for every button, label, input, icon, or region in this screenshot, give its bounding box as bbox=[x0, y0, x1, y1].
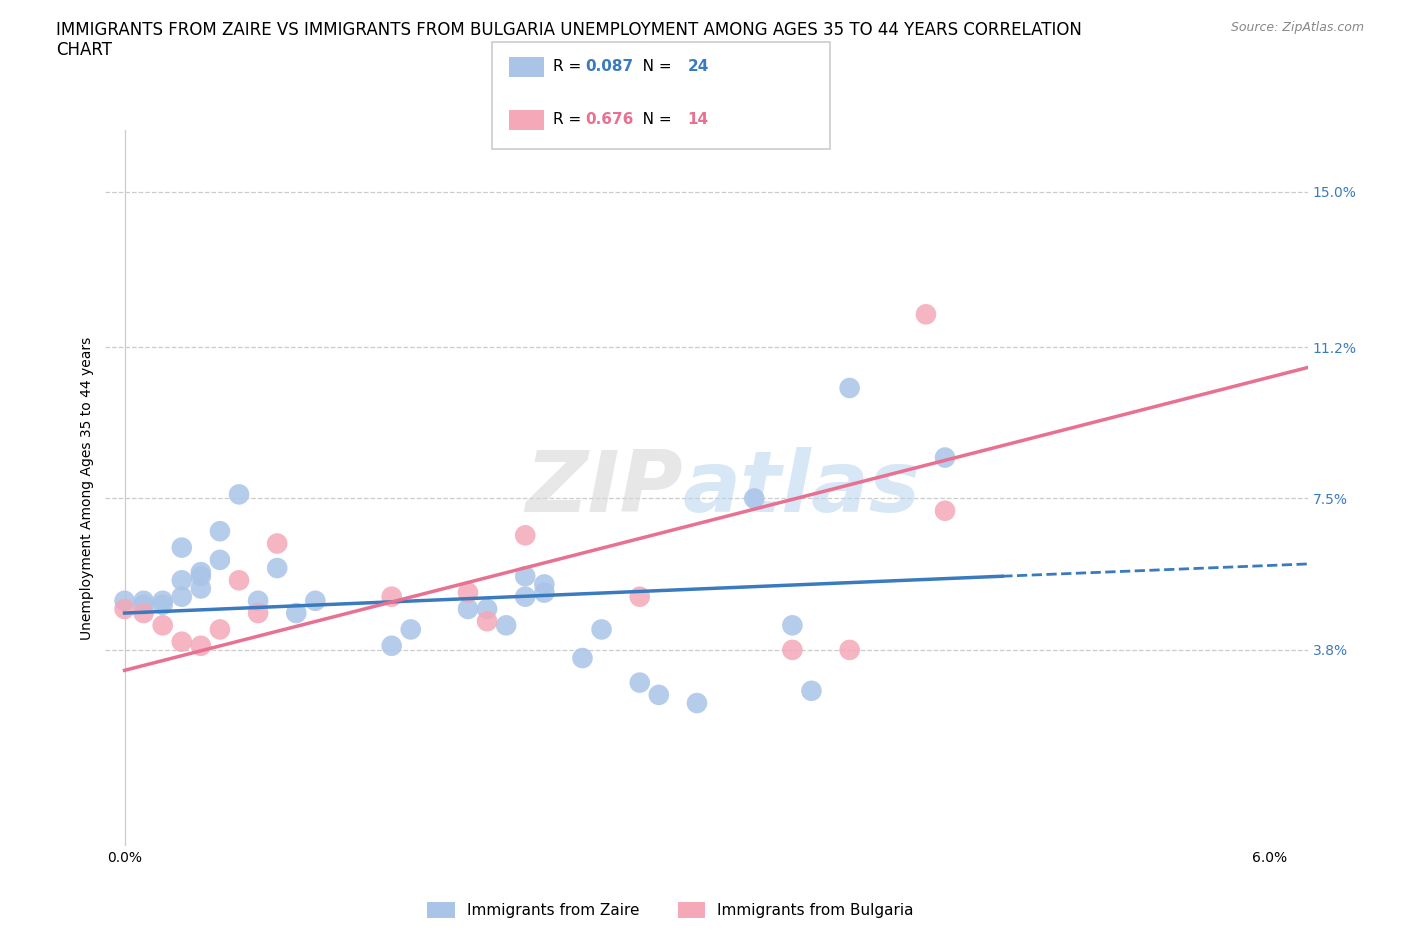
Text: N =: N = bbox=[628, 60, 676, 74]
Point bbox=[533, 585, 555, 600]
Text: ZIP: ZIP bbox=[524, 446, 682, 530]
Point bbox=[628, 675, 651, 690]
Point bbox=[686, 696, 709, 711]
Point bbox=[457, 585, 479, 600]
Point bbox=[208, 524, 231, 538]
Point bbox=[228, 487, 250, 502]
Point bbox=[114, 602, 136, 617]
Point bbox=[475, 602, 498, 617]
Point bbox=[285, 605, 308, 620]
Point bbox=[190, 565, 212, 579]
Point bbox=[132, 597, 155, 612]
Point bbox=[515, 569, 537, 584]
Point bbox=[591, 622, 613, 637]
Point bbox=[228, 573, 250, 588]
Text: R =: R = bbox=[553, 113, 586, 127]
Point bbox=[247, 593, 270, 608]
Point bbox=[114, 593, 136, 608]
Text: 14: 14 bbox=[688, 113, 709, 127]
Text: N =: N = bbox=[628, 113, 676, 127]
Point bbox=[381, 590, 404, 604]
Point bbox=[782, 618, 804, 632]
Point bbox=[838, 380, 860, 395]
Point bbox=[152, 593, 174, 608]
Point bbox=[399, 622, 422, 637]
Text: R =: R = bbox=[553, 60, 586, 74]
Point bbox=[190, 581, 212, 596]
Point bbox=[152, 618, 174, 632]
Point bbox=[208, 622, 231, 637]
Point bbox=[915, 307, 938, 322]
Point bbox=[247, 605, 270, 620]
Text: 0.676: 0.676 bbox=[585, 113, 633, 127]
Point bbox=[782, 643, 804, 658]
Point bbox=[152, 597, 174, 612]
Point bbox=[266, 536, 288, 551]
Point bbox=[495, 618, 517, 632]
Text: 24: 24 bbox=[688, 60, 709, 74]
Point bbox=[304, 593, 326, 608]
Point bbox=[571, 651, 593, 666]
Legend: Immigrants from Zaire, Immigrants from Bulgaria: Immigrants from Zaire, Immigrants from B… bbox=[420, 897, 920, 924]
Point bbox=[170, 634, 193, 649]
Point bbox=[934, 450, 956, 465]
Point bbox=[648, 687, 671, 702]
Point bbox=[190, 569, 212, 584]
Text: Source: ZipAtlas.com: Source: ZipAtlas.com bbox=[1230, 21, 1364, 34]
Text: IMMIGRANTS FROM ZAIRE VS IMMIGRANTS FROM BULGARIA UNEMPLOYMENT AMONG AGES 35 TO : IMMIGRANTS FROM ZAIRE VS IMMIGRANTS FROM… bbox=[56, 21, 1083, 39]
Text: CHART: CHART bbox=[56, 41, 112, 59]
Point bbox=[190, 638, 212, 653]
Point bbox=[800, 684, 823, 698]
Point bbox=[934, 503, 956, 518]
Y-axis label: Unemployment Among Ages 35 to 44 years: Unemployment Among Ages 35 to 44 years bbox=[80, 337, 94, 640]
Point bbox=[838, 643, 860, 658]
Point bbox=[170, 540, 193, 555]
Point bbox=[208, 552, 231, 567]
Point bbox=[628, 590, 651, 604]
Point bbox=[170, 590, 193, 604]
Point bbox=[515, 528, 537, 543]
Point bbox=[475, 614, 498, 629]
Point bbox=[742, 491, 765, 506]
Point bbox=[381, 638, 404, 653]
Point bbox=[533, 577, 555, 591]
Point bbox=[266, 561, 288, 576]
Point bbox=[457, 602, 479, 617]
Text: 0.087: 0.087 bbox=[585, 60, 633, 74]
Point bbox=[170, 573, 193, 588]
Point bbox=[515, 590, 537, 604]
Text: atlas: atlas bbox=[682, 446, 921, 530]
Point bbox=[132, 605, 155, 620]
Point bbox=[132, 593, 155, 608]
